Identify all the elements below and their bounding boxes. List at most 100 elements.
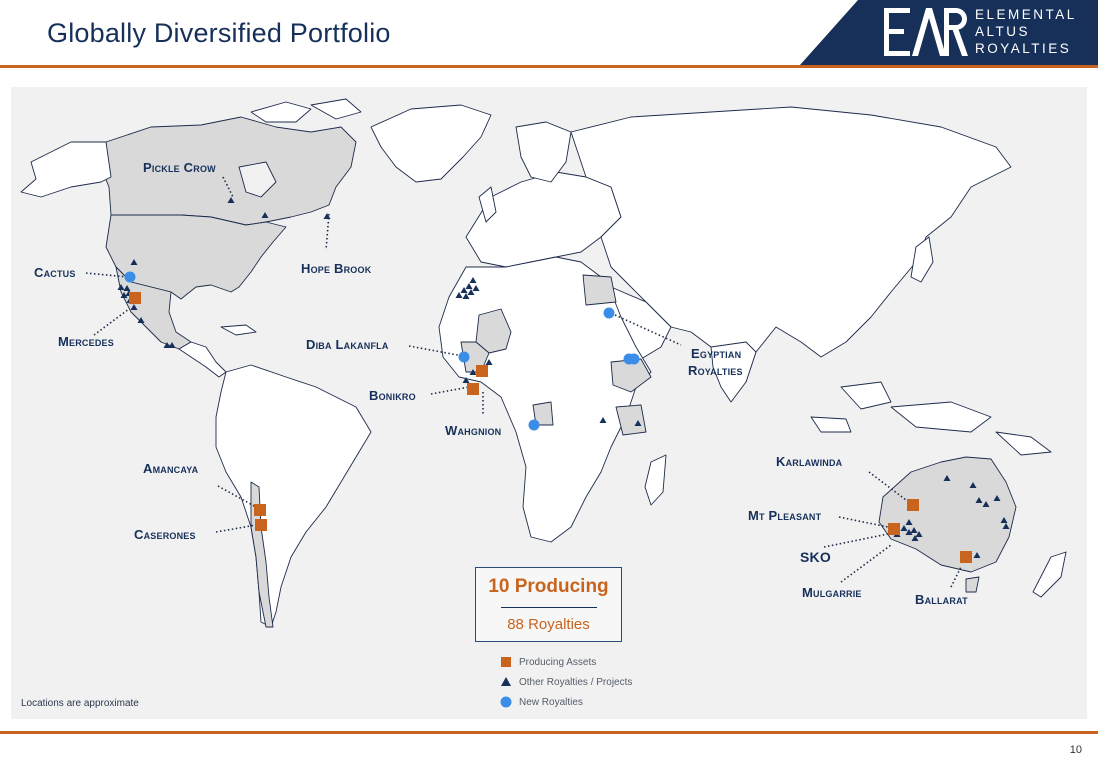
producing-marker <box>476 365 488 377</box>
producing-marker <box>467 383 479 395</box>
other-royalty-marker <box>117 284 125 290</box>
other-royalty-marker <box>462 377 470 383</box>
legend-item-producing: Producing Assets <box>499 652 632 672</box>
producing-marker <box>960 551 972 563</box>
asia-shape <box>570 106 1012 383</box>
circle-icon <box>499 695 513 709</box>
westafrica-shape <box>460 341 490 373</box>
other-royalty-marker <box>905 529 913 535</box>
other-royalty-marker <box>905 519 913 525</box>
other-royalty-marker <box>123 285 131 291</box>
other-royalty-marker <box>163 342 171 348</box>
producing-marker <box>255 519 267 531</box>
other-royalty-marker <box>472 285 480 291</box>
other-royalty-marker <box>993 495 1001 501</box>
tanzania-shape <box>615 404 647 436</box>
logo-line-2: ALTUS <box>975 24 1031 39</box>
new-royalty-marker <box>124 271 136 283</box>
other-royalty-marker <box>900 525 908 531</box>
other-royalty-marker <box>969 482 977 488</box>
other-royalty-marker <box>323 213 331 219</box>
other-royalty-marker <box>227 197 235 203</box>
other-royalty-marker <box>467 289 475 295</box>
footnote: Locations are approximate <box>21 698 139 709</box>
other-royalty-marker <box>455 292 463 298</box>
world-map <box>20 98 1067 628</box>
new-royalty-marker <box>528 419 540 431</box>
other-royalty-marker <box>168 342 176 348</box>
label-mulgarrie: Mulgarrie <box>802 585 862 600</box>
other-royalty-markers <box>117 197 1010 558</box>
producing-count: 10 Producing <box>488 576 609 597</box>
other-royalty-marker <box>943 475 951 481</box>
legend-label-producing: Producing Assets <box>519 656 597 668</box>
label-cactus: Cactus <box>34 265 76 280</box>
producing-marker <box>129 292 141 304</box>
gabon-shape <box>532 401 554 426</box>
world-map-panel: Pickle Crow Hope Brook Cactus Mercedes D… <box>11 87 1087 719</box>
label-bonikro: Bonikro <box>369 388 416 403</box>
label-ballarat: Ballarat <box>915 592 968 607</box>
label-mercedes: Mercedes <box>58 334 114 349</box>
other-royalty-marker <box>469 277 477 283</box>
label-caserones: Caserones <box>134 527 196 542</box>
legend-item-new: New Royalties <box>499 692 632 712</box>
other-royalty-marker <box>120 292 128 298</box>
label-amancaya: Amancaya <box>143 461 199 476</box>
other-royalty-marker <box>485 359 493 365</box>
other-royalty-marker <box>1002 523 1010 529</box>
other-royalty-marker <box>130 259 138 265</box>
other-royalty-marker <box>137 317 145 323</box>
label-wahgnion: Wahgnion <box>445 423 502 438</box>
legend-label-new: New Royalties <box>519 696 583 708</box>
other-royalty-marker <box>599 417 607 423</box>
marker-layer <box>85 176 1010 588</box>
other-royalty-marker <box>130 304 138 310</box>
footer-divider <box>0 731 1098 734</box>
label-karlawinda: Karlawinda <box>776 454 843 469</box>
other-royalty-marker <box>973 552 981 558</box>
other-royalty-marker <box>911 535 919 541</box>
alaska-shape <box>20 141 112 198</box>
legend-item-other: Other Royalties / Projects <box>499 672 632 692</box>
south-america-shape <box>215 364 372 628</box>
legend-label-other: Other Royalties / Projects <box>519 676 633 688</box>
new-royalty-marker <box>603 307 615 319</box>
producing-marker <box>254 504 266 516</box>
other-royalty-marker <box>462 293 470 299</box>
label-egyptian-royalties-1: Egyptian <box>691 346 742 361</box>
new-royalty-marker <box>628 353 640 365</box>
greenland-shape <box>370 104 492 183</box>
producing-markers <box>129 292 972 563</box>
royalties-count: 88 Royalties <box>507 616 590 633</box>
summary-divider <box>500 607 597 608</box>
new-royalty-markers <box>124 271 640 431</box>
other-royalty-marker <box>975 497 983 503</box>
logo-line-1: ELEMENTAL <box>975 7 1077 22</box>
new-royalty-marker <box>458 351 470 363</box>
label-egyptian-royalties-2: Royalties <box>688 363 743 378</box>
portfolio-summary-box: 10 Producing 88 Royalties <box>475 567 622 642</box>
label-diba-lakanfla: Diba Lakanfla <box>306 337 389 352</box>
egypt-shape <box>582 274 617 306</box>
other-royalty-marker <box>915 531 923 537</box>
page-number: 10 <box>1069 744 1082 756</box>
other-royalty-marker <box>465 283 473 289</box>
other-royalty-marker <box>982 501 990 507</box>
label-mt-pleasant: Mt Pleasant <box>748 508 822 523</box>
title-divider <box>0 65 1098 68</box>
other-royalty-marker <box>634 420 642 426</box>
other-royalty-marker <box>910 527 918 533</box>
label-sko: SKO <box>800 549 831 565</box>
other-royalty-marker <box>460 287 468 293</box>
slide-title: Globally Diversified Portfolio <box>47 18 391 48</box>
other-royalty-marker <box>469 369 477 375</box>
square-icon <box>499 655 513 669</box>
company-logo: ELEMENTAL ALTUS ROYALTIES <box>800 0 1098 65</box>
producing-marker <box>888 523 900 535</box>
label-pickle-crow: Pickle Crow <box>143 160 216 175</box>
other-royalty-marker <box>1000 517 1008 523</box>
producing-marker <box>907 499 919 511</box>
label-hope-brook: Hope Brook <box>301 261 372 276</box>
logo-line-3: ROYALTIES <box>975 41 1072 56</box>
